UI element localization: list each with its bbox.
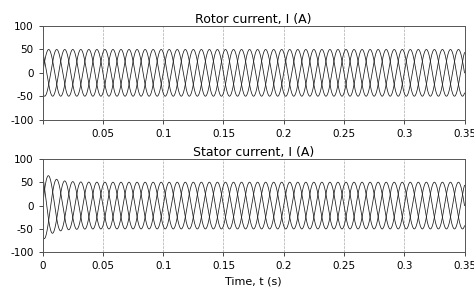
- Title: Rotor current, I (A): Rotor current, I (A): [195, 13, 312, 26]
- Title: Stator current, I (A): Stator current, I (A): [193, 146, 314, 159]
- X-axis label: Time, t (s): Time, t (s): [225, 277, 282, 287]
